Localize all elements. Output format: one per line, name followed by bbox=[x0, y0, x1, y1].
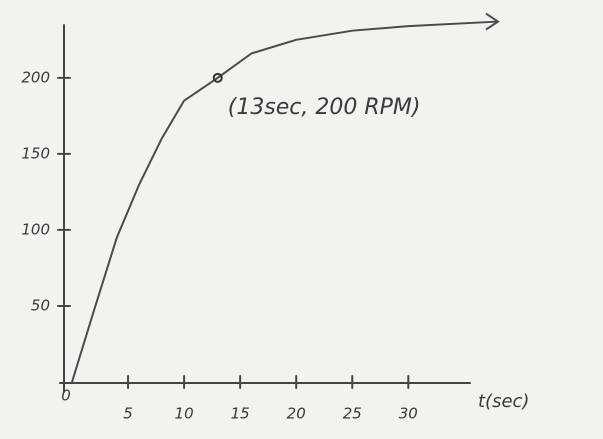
x-tick-label: 15 bbox=[231, 405, 250, 423]
y-tick-label: 100 bbox=[21, 220, 50, 238]
y-tick-label: 150 bbox=[21, 144, 50, 162]
x-tick-label: 0 bbox=[61, 387, 71, 405]
x-tick-label: 20 bbox=[287, 405, 306, 423]
paper bbox=[0, 0, 603, 439]
x-tick-label: 30 bbox=[399, 405, 418, 423]
x-axis-label: t(sec) bbox=[478, 391, 529, 412]
annotation-text: (13sec, 200 RPM) bbox=[228, 95, 421, 120]
x-tick-label: 5 bbox=[123, 405, 133, 423]
chart: t(sec) 0 5 10 15 20 25 30 50 100 150 200 (13sec, 20… bbox=[0, 0, 603, 439]
y-tick-label: 50 bbox=[31, 296, 50, 314]
x-tick-label: 25 bbox=[343, 405, 362, 423]
y-tick-label: 200 bbox=[21, 68, 50, 86]
x-tick-label: 10 bbox=[175, 405, 194, 423]
